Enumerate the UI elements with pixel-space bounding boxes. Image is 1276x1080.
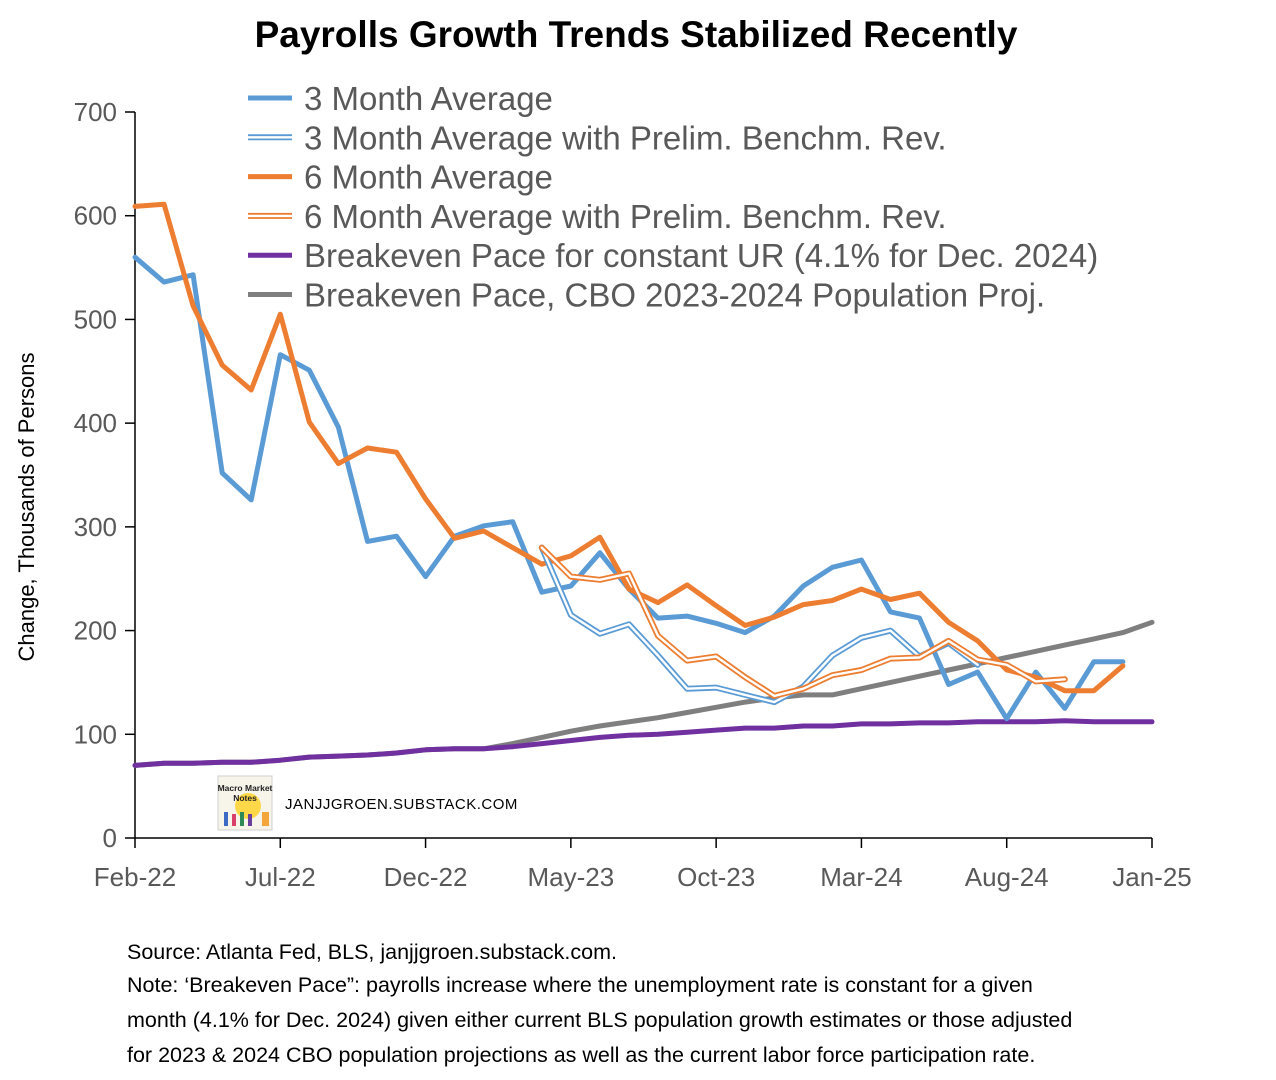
y-tick-label: 100 <box>74 719 117 749</box>
watermark-logo: Macro Market Notes <box>217 775 273 831</box>
series-3-line <box>132 201 1126 694</box>
legend-label: 6 Month Average with Prelim. Benchm. Rev… <box>304 198 947 235</box>
legend-item-2: 3 Month Average with Prelim. Benchm. Rev… <box>248 119 947 156</box>
x-tick-label: Dec-22 <box>384 862 468 892</box>
y-tick-label: 700 <box>74 97 117 127</box>
legend-label: 3 Month Average with Prelim. Benchm. Rev… <box>304 119 947 156</box>
source-note: Source: Atlanta Fed, BLS, janjjgroen.sub… <box>127 940 617 964</box>
watermark-text: JANJJGROEN.SUBSTACK.COM <box>285 796 518 813</box>
legend-item-6: Breakeven Pace, CBO 2023-2024 Population… <box>248 277 1045 314</box>
x-tick-label: Jan-25 <box>1112 862 1192 892</box>
series-5-line <box>132 718 1155 768</box>
legend-item-3: 6 Month Average <box>248 159 553 196</box>
series-2-line <box>538 544 981 706</box>
legend-item-5: Breakeven Pace for constant UR (4.1% for… <box>248 237 1098 274</box>
chart: Payrolls Growth Trends Stabilized Recent… <box>14 14 1192 892</box>
y-tick-label: 600 <box>74 201 117 231</box>
series-4-line <box>538 544 1068 699</box>
x-tick-label: Oct-23 <box>677 862 755 892</box>
note-line-1: Note: ‘Breakeven Pace”: payrolls increas… <box>127 973 1033 997</box>
y-tick-label: 400 <box>74 408 117 438</box>
x-tick-label: May-23 <box>528 862 615 892</box>
legend-item-1: 3 Month Average <box>248 80 553 117</box>
chart-title: Payrolls Growth Trends Stabilized Recent… <box>255 14 1018 55</box>
watermark: Macro Market Notes JANJJGROEN.SUBSTACK.C… <box>217 775 518 831</box>
x-tick-label: Jul-22 <box>245 862 316 892</box>
axes: 0 100 200 300 400 500 600 700 Feb-22 Jul-22 Dec-22… <box>74 97 1192 892</box>
legend-label: 3 Month Average <box>304 80 553 117</box>
y-tick-label: 200 <box>74 616 117 646</box>
x-tick-label: Mar-24 <box>820 862 902 892</box>
x-tick-label: Aug-24 <box>965 862 1049 892</box>
series-layer <box>132 201 1155 768</box>
note-line-2: month (4.1% for Dec. 2024) given either … <box>127 1008 1073 1032</box>
legend-label: Breakeven Pace for constant UR (4.1% for… <box>304 237 1098 274</box>
legend-item-4: 6 Month Average with Prelim. Benchm. Rev… <box>248 198 947 235</box>
y-axis-label: Change, Thousands of Persons <box>14 352 39 661</box>
svg-text:Notes: Notes <box>233 793 257 803</box>
x-tick-label: Feb-22 <box>94 862 176 892</box>
y-tick-label: 0 <box>103 823 117 853</box>
svg-text:Macro Market: Macro Market <box>218 783 273 793</box>
legend-label: Breakeven Pace, CBO 2023-2024 Population… <box>304 277 1045 314</box>
y-tick-label: 500 <box>74 304 117 334</box>
legend-label: 6 Month Average <box>304 159 553 196</box>
y-tick-label: 300 <box>74 512 117 542</box>
note-line-3: for 2023 & 2024 CBO population projectio… <box>127 1043 1036 1067</box>
